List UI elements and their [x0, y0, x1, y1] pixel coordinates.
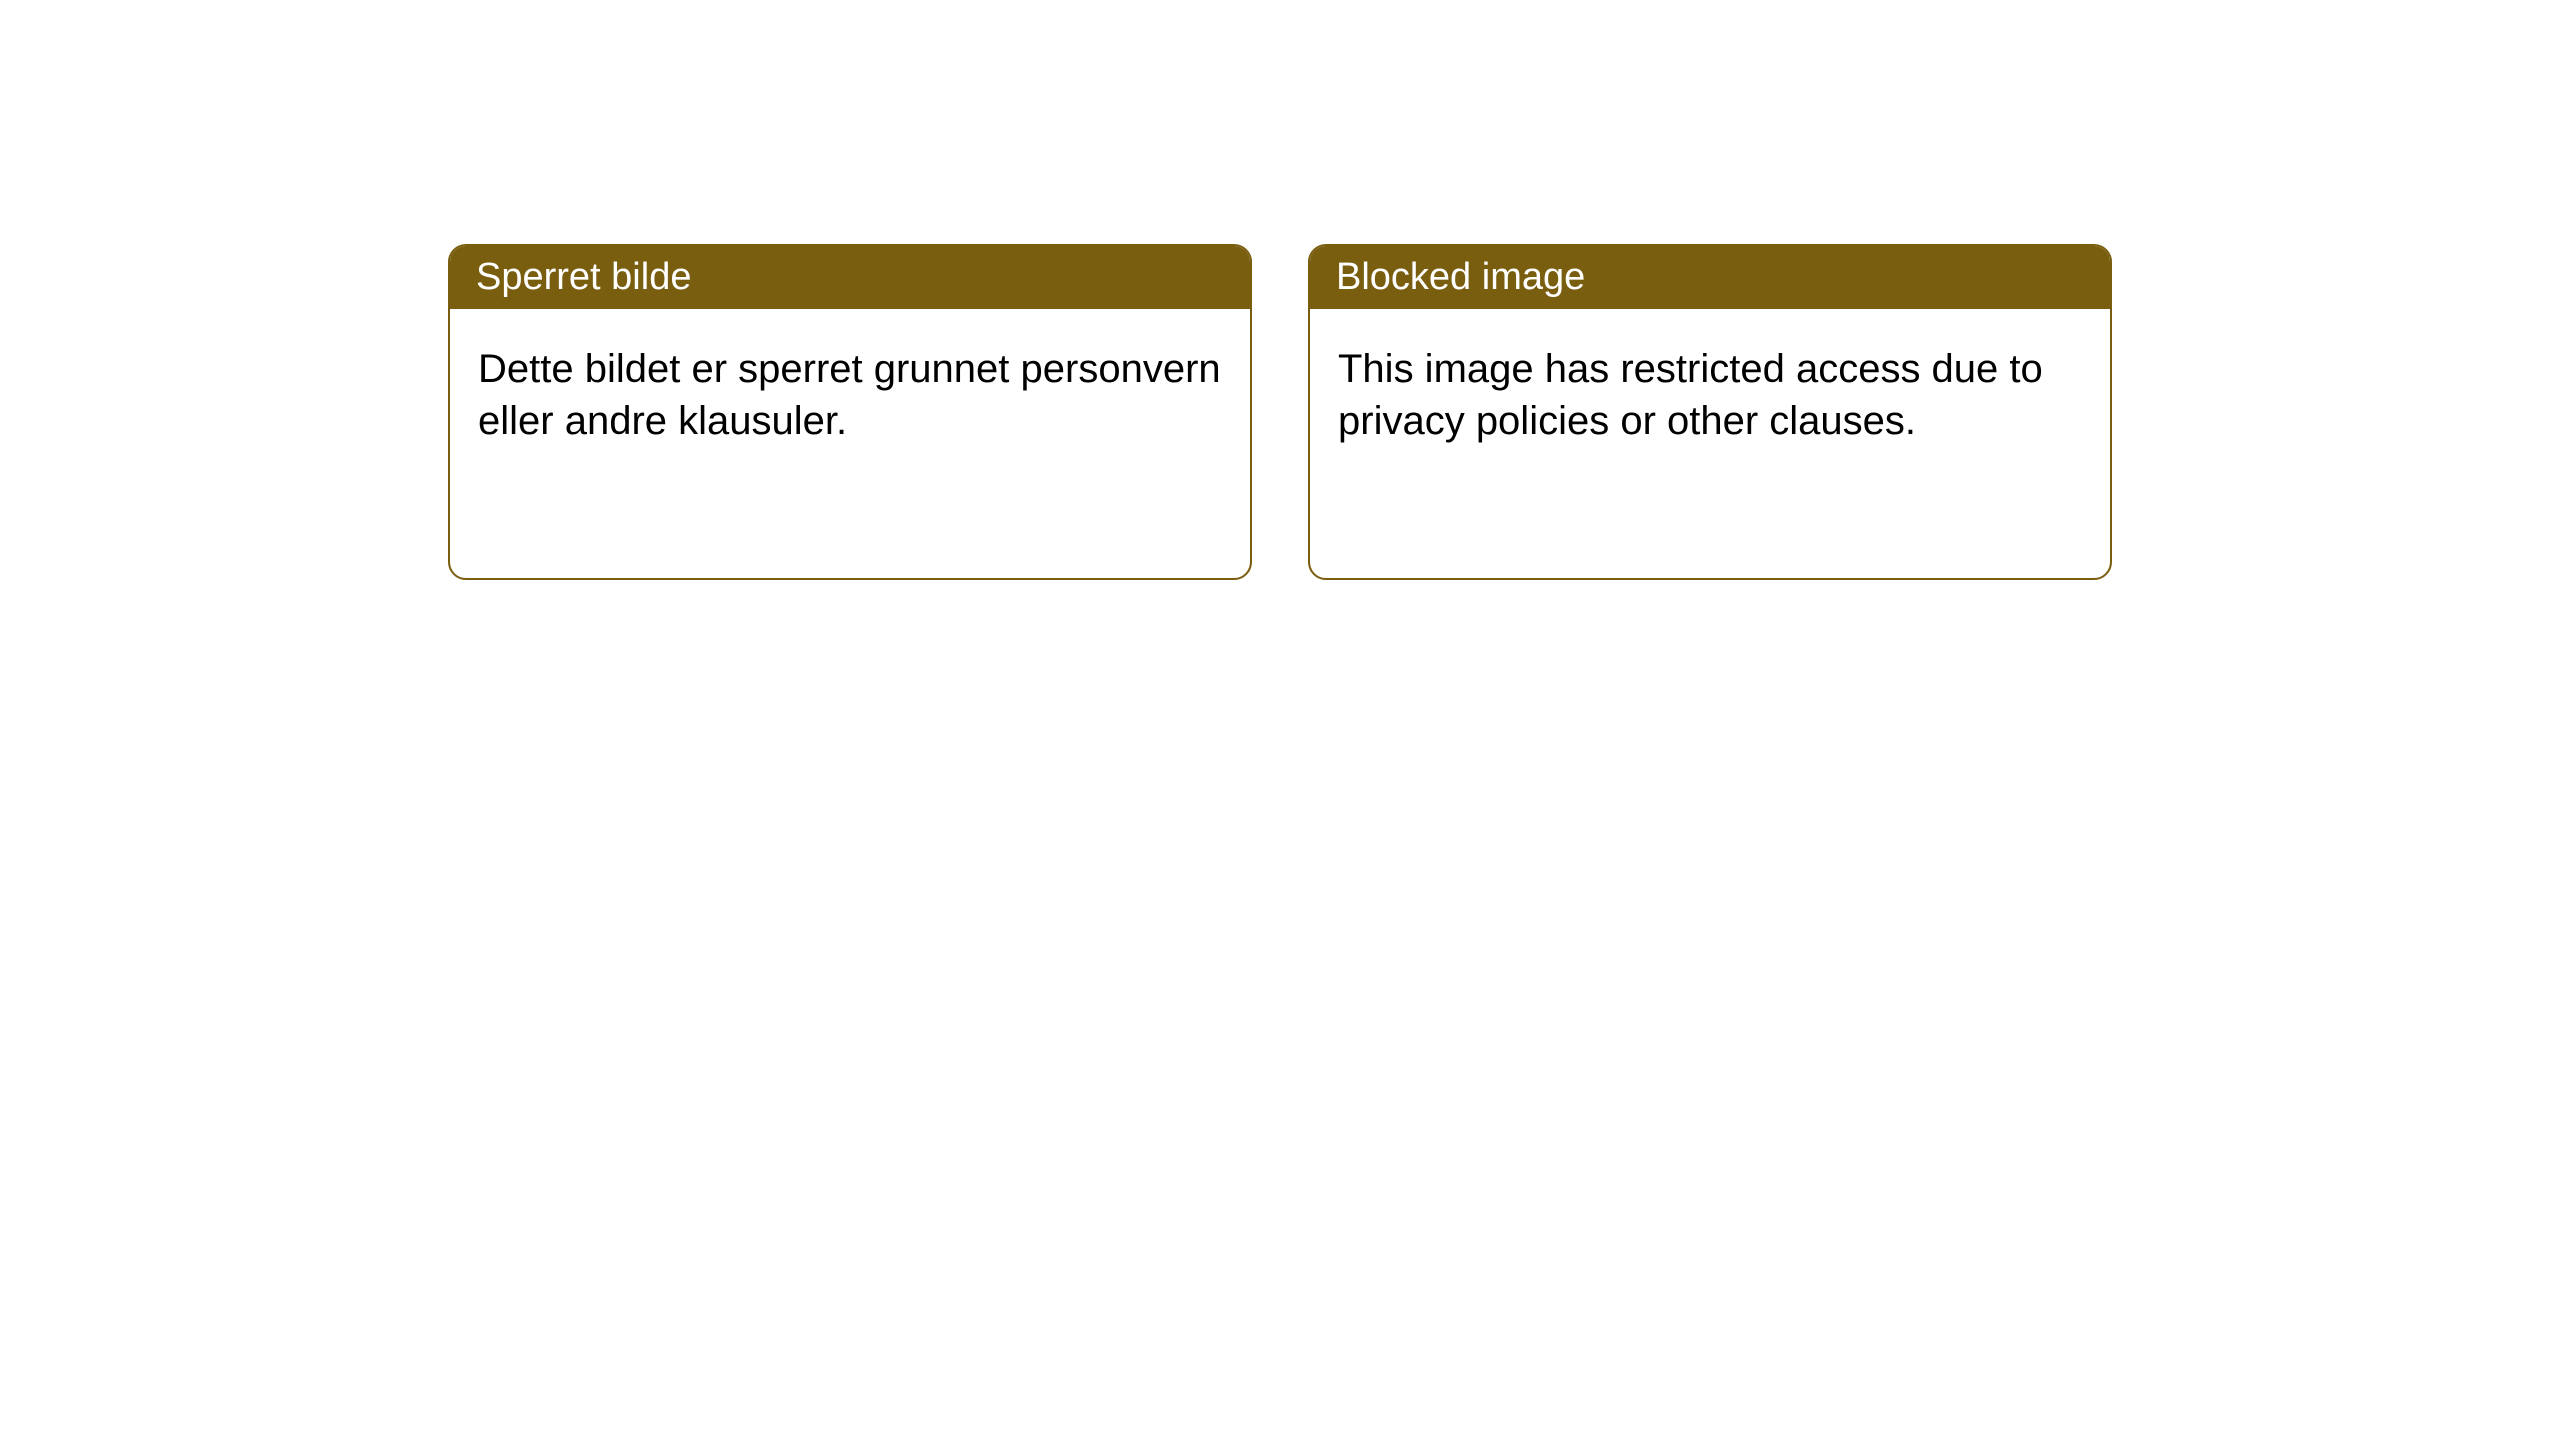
- card-body-text: This image has restricted access due to …: [1338, 347, 2043, 443]
- notice-card-norwegian: Sperret bilde Dette bildet er sperret gr…: [448, 244, 1252, 580]
- card-body: This image has restricted access due to …: [1310, 309, 2110, 481]
- card-body-text: Dette bildet er sperret grunnet personve…: [478, 347, 1221, 443]
- notice-card-english: Blocked image This image has restricted …: [1308, 244, 2112, 580]
- card-title: Blocked image: [1336, 256, 1585, 298]
- card-header: Sperret bilde: [450, 246, 1250, 309]
- card-body: Dette bildet er sperret grunnet personve…: [450, 309, 1250, 481]
- notice-container: Sperret bilde Dette bildet er sperret gr…: [0, 0, 2560, 580]
- card-title: Sperret bilde: [476, 256, 691, 298]
- card-header: Blocked image: [1310, 246, 2110, 309]
